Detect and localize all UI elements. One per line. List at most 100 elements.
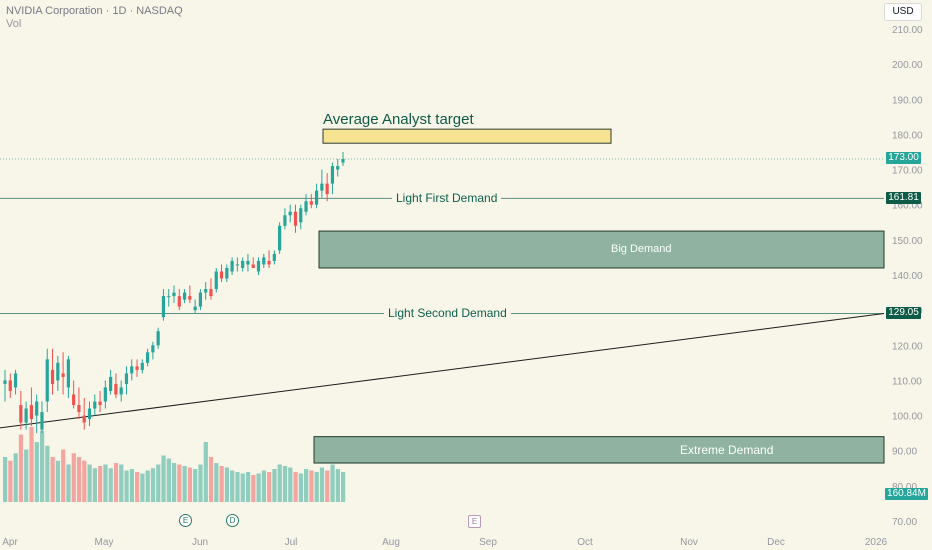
candle-body: [182, 292, 187, 300]
candle-body: [304, 201, 308, 212]
volume-bar: [309, 470, 314, 502]
candle-body: [283, 215, 287, 226]
candle-body: [230, 260, 234, 272]
candle-body: [72, 394, 76, 406]
volume-bar: [240, 473, 245, 502]
light-first-demand-label: Light First Demand: [392, 191, 502, 205]
volume-bar: [314, 472, 319, 502]
volume-bar: [82, 460, 87, 502]
volume-bar: [182, 466, 187, 502]
candle-body: [19, 405, 23, 423]
y-tick-label: 110.00: [892, 376, 922, 387]
candle-body: [161, 296, 166, 318]
volume-bar: [166, 458, 171, 502]
candle-body: [24, 408, 28, 423]
y-tick-label: 210.00: [892, 25, 923, 36]
volume-bar: [214, 463, 219, 502]
candle-body: [114, 383, 118, 395]
volume-bar: [8, 460, 13, 502]
volume-bar: [161, 455, 166, 502]
x-tick-label: Aug: [382, 537, 400, 548]
x-tick-label: Apr: [2, 537, 18, 548]
candle-body: [204, 289, 208, 293]
volume-bar: [76, 457, 82, 502]
candle-body: [167, 296, 171, 298]
trendline: [0, 312, 885, 429]
chart-title: NVIDIA Corporation · 1D · NASDAQ: [6, 5, 183, 17]
candle-body: [156, 331, 160, 346]
x-tick-label: 2026: [865, 537, 888, 548]
candle-body: [82, 415, 86, 423]
candle-body: [272, 253, 276, 261]
volume-bar: [256, 473, 261, 502]
candle-body: [219, 271, 224, 279]
volume-bar: [267, 472, 272, 502]
y-tick-label: 70.00: [892, 517, 917, 528]
candle-body: [314, 190, 319, 205]
candle-body: [93, 401, 97, 409]
candle-body: [103, 387, 107, 402]
x-tick-label: Jun: [192, 537, 208, 548]
volume-bar: [293, 472, 298, 502]
volume-bar: [145, 470, 150, 502]
earnings-event-icon[interactable]: E: [179, 514, 192, 527]
dividend-event-icon[interactable]: D: [226, 514, 239, 527]
candle-body: [262, 257, 266, 265]
volume-bar: [298, 473, 303, 502]
y-tick-label: 170.00: [892, 166, 923, 177]
analyst-target-zone: [322, 128, 612, 144]
y-tick-label: 140.00: [892, 271, 923, 282]
candle-body: [246, 260, 250, 265]
volume-bar: [198, 464, 203, 502]
analyst-target-label: Average Analyst target: [323, 111, 474, 128]
currency-button[interactable]: USD: [884, 3, 922, 21]
volume-bar: [330, 464, 335, 502]
candle-body: [299, 208, 303, 223]
candle-body: [13, 373, 18, 388]
volume-bar: [177, 464, 182, 502]
earnings-future-event-icon[interactable]: E: [468, 515, 481, 528]
y-tick-label: 160.00: [892, 201, 923, 212]
price-axis-panel: [884, 0, 932, 550]
volume-bar: [61, 449, 66, 502]
x-tick-label: Sep: [479, 537, 497, 548]
volume-label: Vol: [6, 18, 22, 30]
volume-bar: [113, 463, 119, 502]
light-second-demand-label: Light Second Demand: [384, 306, 511, 320]
y-tick-label: 100.00: [892, 412, 923, 423]
extreme-demand-label: Extreme Demand: [680, 443, 774, 457]
candle-body: [56, 362, 60, 381]
x-tick-label: May: [95, 537, 114, 548]
volume-bar: [208, 457, 214, 502]
volume-bar: [18, 434, 24, 502]
candle-body: [66, 359, 70, 388]
candle-body: [35, 401, 39, 416]
candle-body: [325, 183, 329, 195]
volume-bar: [325, 470, 330, 502]
candle-body: [140, 362, 144, 370]
volume-bar: [135, 472, 140, 502]
big-demand-zone: [318, 230, 885, 269]
y-tick-label: 190.00: [892, 95, 923, 106]
y-tick-label: 200.00: [892, 60, 923, 71]
volume-bar: [304, 469, 309, 502]
volume-bar: [29, 427, 34, 502]
volume-bar: [39, 430, 45, 502]
candle-body: [251, 264, 255, 268]
candle-body: [188, 296, 192, 300]
candle-body: [341, 159, 345, 163]
candle-body: [3, 380, 7, 384]
volume-bar: [251, 475, 256, 502]
volume-bar: [282, 466, 288, 502]
candle-body: [145, 352, 150, 363]
candle-body: [209, 289, 213, 297]
volume-bar: [24, 449, 29, 502]
volume-bar: [341, 472, 346, 502]
volume-bar: [55, 460, 61, 502]
x-tick-label: Dec: [767, 537, 785, 548]
big-demand-label: Big Demand: [611, 243, 672, 255]
volume-bar: [193, 469, 198, 502]
volume-bar: [98, 466, 103, 502]
y-tick-label: 150.00: [892, 236, 923, 247]
